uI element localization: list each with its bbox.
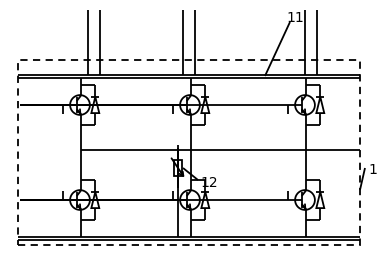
Text: 11: 11 [286,11,304,25]
Bar [18,60,360,245]
Text: 12: 12 [200,176,218,190]
Bar [174,160,182,176]
Text: 1: 1 [368,163,377,177]
